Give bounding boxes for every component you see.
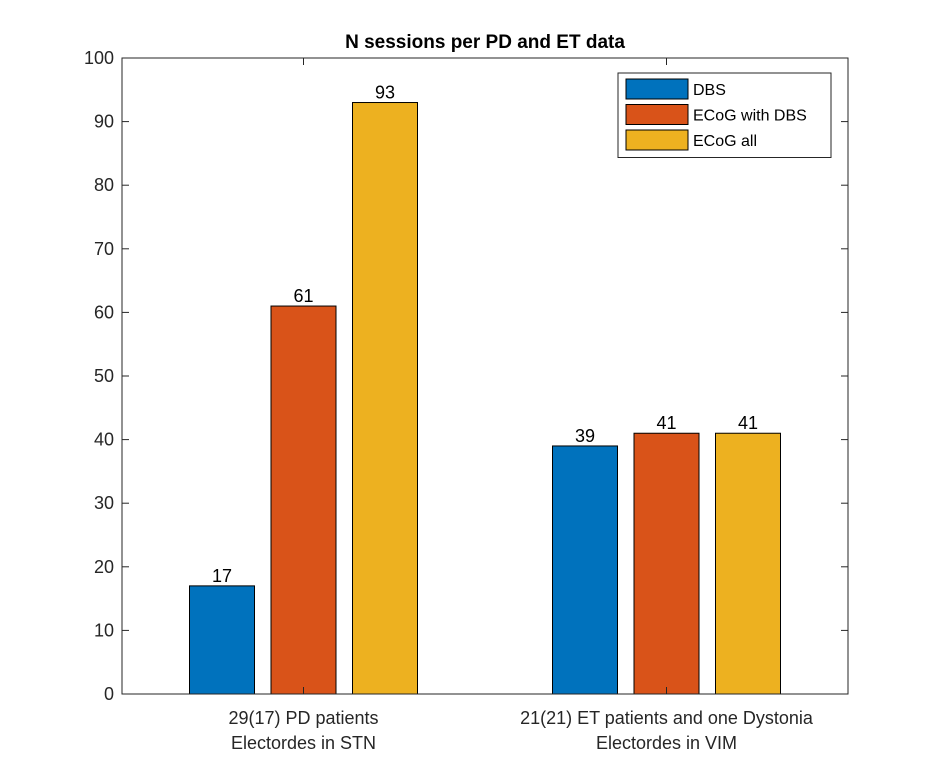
- bar-value-label: 17: [212, 566, 232, 586]
- y-tick-label: 80: [94, 175, 114, 195]
- bar-value-label: 93: [375, 83, 395, 103]
- y-tick-label: 100: [84, 48, 114, 68]
- bar-value-label: 41: [656, 413, 676, 433]
- x-axis: 29(17) PD patients Electordes in STN 21(21…: [228, 58, 814, 753]
- legend-swatch: [625, 104, 689, 125]
- legend: DBS ECoG with DBS ECoG all: [617, 72, 832, 158]
- y-tick-label: 20: [94, 557, 114, 577]
- y-tick-label: 40: [94, 430, 114, 450]
- x-tick-label: 21(21) ET patients and one Dystonia: [520, 708, 814, 728]
- bars-group: [189, 102, 781, 695]
- y-tick-label: 90: [94, 112, 114, 132]
- y-tick-label: 30: [94, 493, 114, 513]
- legend-entry: DBS: [693, 82, 726, 99]
- x-tick-label: 29(17) PD patients: [228, 708, 378, 728]
- y-tick-label: 10: [94, 620, 114, 640]
- bar-value-label: 61: [293, 286, 313, 306]
- bar-ecog-all-0: [352, 102, 418, 695]
- y-axis: 0 10 20 30 40 50 60 70 80 90 100: [84, 48, 848, 704]
- bar-ecog-all-1: [715, 432, 781, 695]
- legend-swatch: [625, 129, 689, 151]
- y-tick-label: 70: [94, 239, 114, 259]
- legend-entry: ECoG with DBS: [693, 108, 807, 125]
- bar-ecog-with-dbs-0: [270, 305, 337, 695]
- bar-value-label: 39: [575, 426, 595, 446]
- x-tick-label: Electordes in VIM: [596, 733, 737, 753]
- bar-dbs-0: [189, 585, 255, 695]
- bar-value-label: 41: [738, 413, 758, 433]
- y-tick-label: 60: [94, 302, 114, 322]
- bar-dbs-1: [552, 445, 618, 695]
- legend-swatch: [625, 78, 689, 100]
- bar-labels-group: 17 61 93 39 41 41: [212, 83, 758, 586]
- y-tick-label: 50: [94, 366, 114, 386]
- x-tick-label: Electordes in STN: [231, 733, 376, 753]
- legend-entry: ECoG all: [693, 133, 757, 150]
- bar-ecog-with-dbs-1: [633, 432, 700, 695]
- chart-title: N sessions per PD and ET data: [345, 32, 625, 53]
- y-tick-label: 0: [104, 684, 114, 704]
